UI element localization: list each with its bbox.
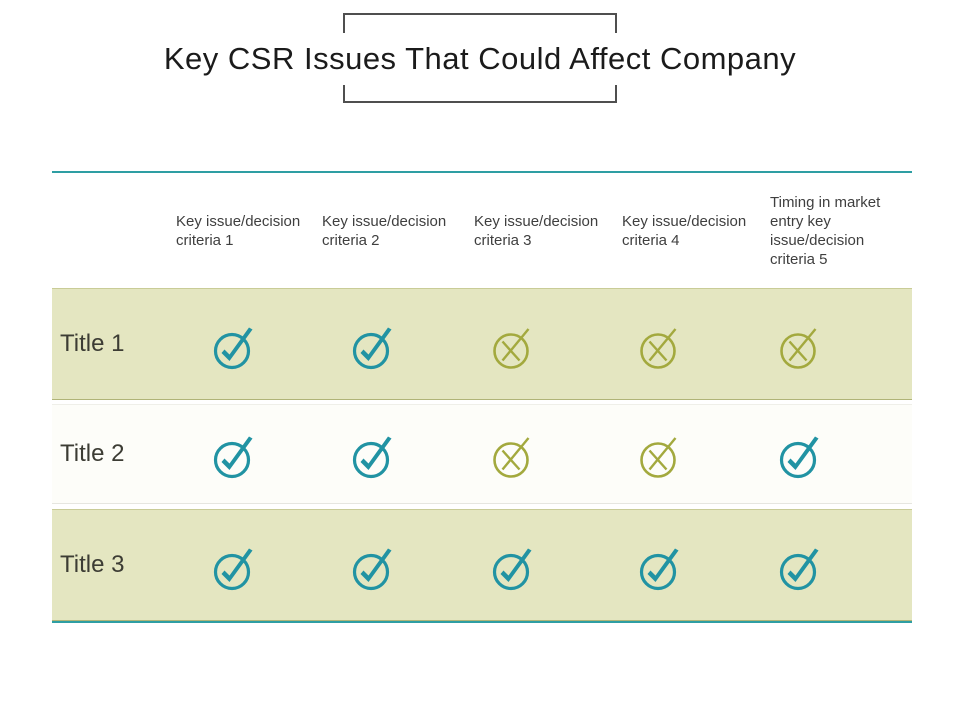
check-icon [213, 326, 261, 370]
cross-icon [779, 326, 827, 370]
row-label: Title 3 [60, 551, 125, 578]
table-row: Title 3 [52, 509, 912, 621]
cross-icon [492, 326, 540, 370]
table-row: Title 1 [52, 288, 912, 400]
check-icon [352, 547, 400, 591]
column-header-5: Timing in market entry key issue/decisio… [770, 193, 881, 268]
row-label: Title 2 [60, 440, 125, 467]
cross-icon [492, 435, 540, 479]
column-header-1: Key issue/decision criteria 1 [176, 212, 301, 249]
table-row: Title 2 [52, 404, 912, 504]
table-header-row: Key issue/decision criteria 1 Key issue/… [0, 173, 960, 288]
check-icon [779, 547, 827, 591]
column-header-3: Key issue/decision criteria 3 [474, 212, 599, 249]
column-header-2: Key issue/decision criteria 2 [322, 212, 447, 249]
check-icon [352, 326, 400, 370]
check-icon [213, 547, 261, 591]
check-icon [492, 547, 540, 591]
check-icon [779, 435, 827, 479]
table-top-rule [52, 171, 912, 173]
row-label: Title 1 [60, 330, 125, 357]
slide-title: Key CSR Issues That Could Affect Company [149, 33, 811, 85]
check-icon [639, 547, 687, 591]
table-bottom-rule [52, 621, 912, 623]
cross-icon [639, 435, 687, 479]
cross-icon [639, 326, 687, 370]
column-header-4: Key issue/decision criteria 4 [622, 212, 747, 249]
check-icon [213, 435, 261, 479]
check-icon [352, 435, 400, 479]
